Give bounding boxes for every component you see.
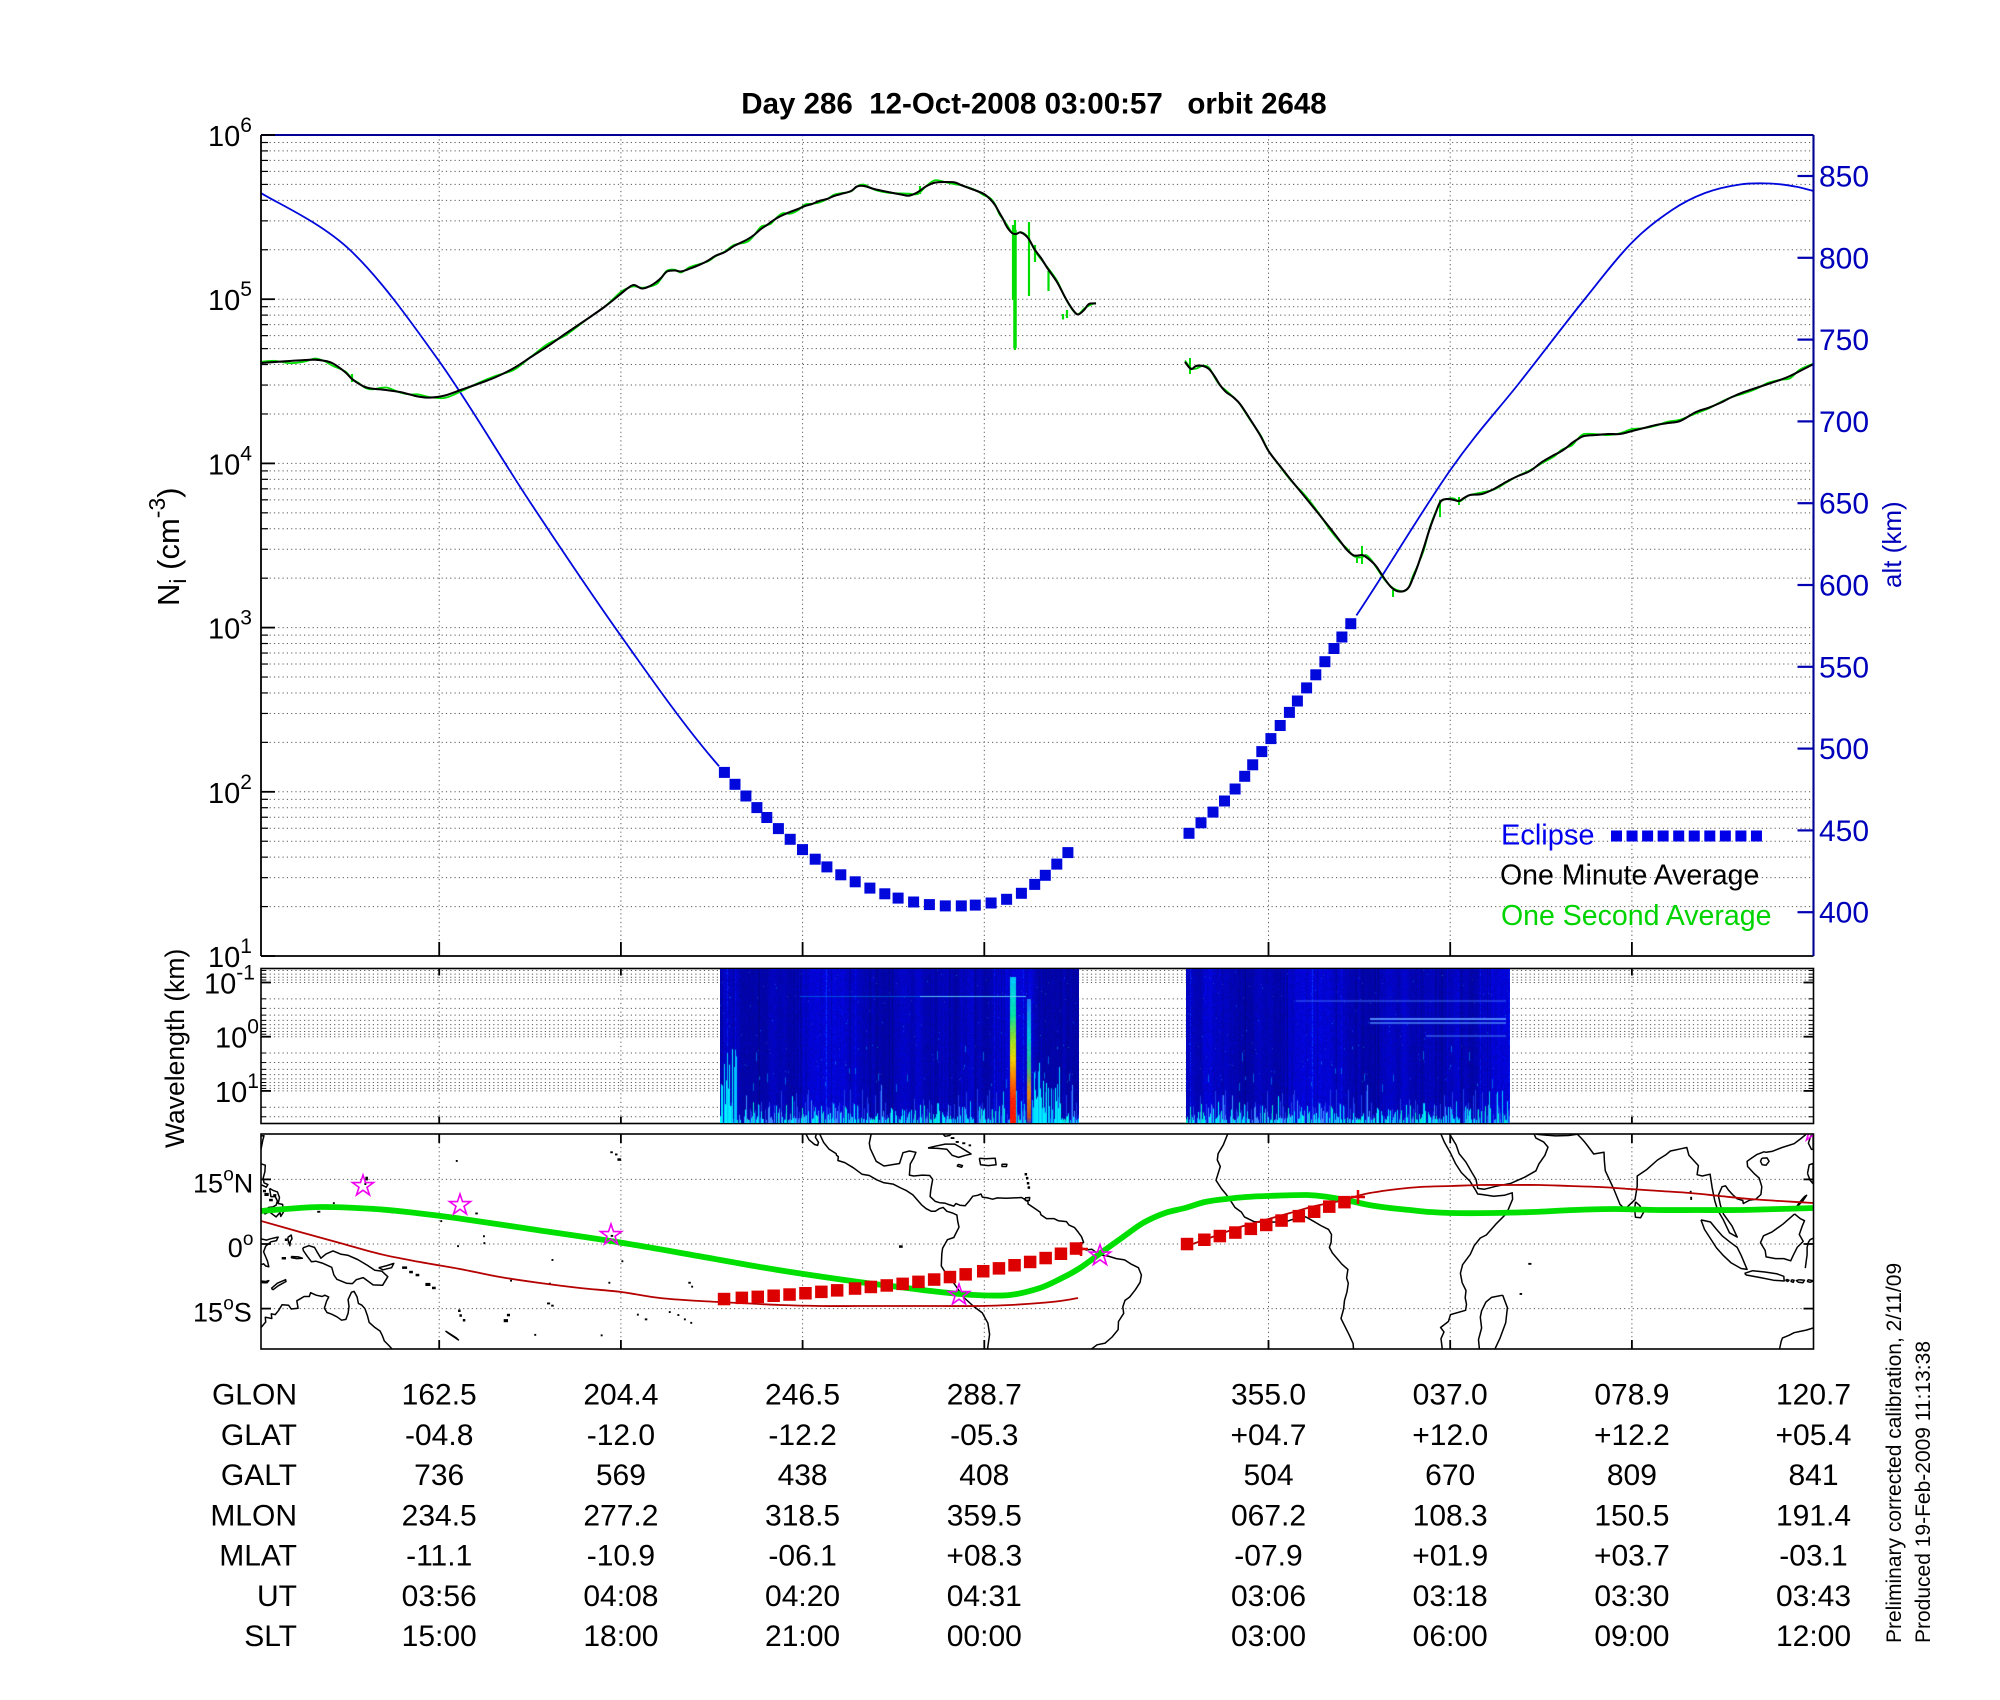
svg-text:-05.3: -05.3: [950, 1419, 1018, 1452]
svg-text:600: 600: [1819, 570, 1869, 603]
svg-text:-03.1: -03.1: [1779, 1540, 1847, 1573]
svg-text:alt (km): alt (km): [1877, 501, 1907, 588]
svg-text:06:00: 06:00: [1413, 1620, 1488, 1653]
svg-text:03:06: 03:06: [1231, 1580, 1306, 1613]
svg-text:Eclipse: Eclipse: [1501, 820, 1595, 852]
svg-text:-04.8: -04.8: [405, 1419, 473, 1452]
svg-text:102: 102: [208, 771, 252, 810]
svg-text:-10.9: -10.9: [587, 1540, 655, 1573]
svg-text:359.5: 359.5: [947, 1499, 1022, 1532]
svg-text:438: 438: [778, 1459, 828, 1492]
svg-text:850: 850: [1819, 161, 1869, 194]
svg-text:108.3: 108.3: [1413, 1499, 1488, 1532]
svg-text:101: 101: [215, 1070, 259, 1109]
svg-text:650: 650: [1819, 488, 1869, 521]
svg-text:318.5: 318.5: [765, 1499, 840, 1532]
svg-text:Ni (cm-3): Ni (cm-3): [144, 487, 191, 606]
svg-text:-07.9: -07.9: [1234, 1540, 1302, 1573]
svg-text:Produced 19-Feb-2009 11:13:38: Produced 19-Feb-2009 11:13:38: [1912, 1341, 1935, 1643]
svg-text:04:31: 04:31: [947, 1580, 1022, 1613]
svg-text:100: 100: [215, 1016, 259, 1055]
svg-text:S: S: [234, 1298, 252, 1328]
svg-text:+12.0: +12.0: [1412, 1419, 1488, 1452]
svg-text:+01.9: +01.9: [1412, 1540, 1488, 1573]
svg-text:03:56: 03:56: [402, 1580, 477, 1613]
svg-text:MLAT: MLAT: [219, 1540, 297, 1573]
svg-text:450: 450: [1819, 815, 1869, 848]
svg-text:400: 400: [1819, 897, 1869, 930]
svg-text:04:20: 04:20: [765, 1580, 840, 1613]
svg-text:408: 408: [959, 1459, 1009, 1492]
svg-text:-06.1: -06.1: [768, 1540, 836, 1573]
svg-text:09:00: 09:00: [1594, 1620, 1669, 1653]
svg-text:Preliminary corrected calibrat: Preliminary corrected calibration, 2/11/…: [1883, 1263, 1906, 1643]
svg-text:809: 809: [1607, 1459, 1657, 1492]
svg-text:246.5: 246.5: [765, 1379, 840, 1412]
svg-text:569: 569: [596, 1459, 646, 1492]
svg-text:841: 841: [1788, 1459, 1838, 1492]
svg-text:078.9: 078.9: [1594, 1379, 1669, 1412]
svg-text:15: 15: [193, 1168, 223, 1198]
svg-text:277.2: 277.2: [583, 1499, 658, 1532]
svg-text:03:00: 03:00: [1231, 1620, 1306, 1653]
svg-text:+08.3: +08.3: [946, 1540, 1022, 1573]
svg-text:067.2: 067.2: [1231, 1499, 1306, 1532]
svg-text:+05.4: +05.4: [1776, 1419, 1852, 1452]
svg-text:037.0: 037.0: [1413, 1379, 1488, 1412]
svg-text:GLON: GLON: [212, 1379, 297, 1412]
svg-text:105: 105: [208, 278, 252, 317]
svg-text:800: 800: [1819, 242, 1869, 275]
svg-text:670: 670: [1425, 1459, 1475, 1492]
svg-text:03:18: 03:18: [1413, 1580, 1488, 1613]
svg-text:Wavelength (km): Wavelength (km): [160, 949, 190, 1148]
svg-text:120.7: 120.7: [1776, 1379, 1851, 1412]
svg-text:750: 750: [1819, 324, 1869, 357]
svg-text:Day 286 12-Oct-2008 03:00:57: Day 286 12-Oct-2008 03:00:57 orbit 2648: [741, 88, 1326, 121]
svg-text:SLT: SLT: [244, 1620, 297, 1653]
svg-text:204.4: 204.4: [583, 1379, 658, 1412]
svg-text:355.0: 355.0: [1231, 1379, 1306, 1412]
svg-text:+04.7: +04.7: [1231, 1419, 1307, 1452]
svg-text:12:00: 12:00: [1776, 1620, 1851, 1653]
svg-text:MLON: MLON: [210, 1499, 297, 1532]
svg-text:700: 700: [1819, 406, 1869, 439]
svg-text:15:00: 15:00: [402, 1620, 477, 1653]
svg-text:162.5: 162.5: [402, 1379, 477, 1412]
svg-text:0: 0: [228, 1233, 243, 1263]
svg-text:o: o: [223, 1164, 234, 1185]
svg-text:o: o: [243, 1229, 254, 1250]
svg-text:One Second Average: One Second Average: [1501, 900, 1771, 932]
svg-text:150.5: 150.5: [1594, 1499, 1669, 1532]
svg-text:191.4: 191.4: [1776, 1499, 1851, 1532]
svg-text:+03.7: +03.7: [1594, 1540, 1670, 1573]
svg-text:One Minute Average: One Minute Average: [1500, 860, 1759, 892]
svg-text:-11.1: -11.1: [406, 1540, 472, 1573]
svg-text:-12.2: -12.2: [768, 1419, 836, 1452]
svg-text:N: N: [234, 1168, 254, 1198]
svg-text:106: 106: [208, 114, 252, 153]
svg-text:03:43: 03:43: [1776, 1580, 1851, 1613]
svg-text:15: 15: [193, 1298, 223, 1328]
svg-text:234.5: 234.5: [402, 1499, 477, 1532]
svg-text:GALT: GALT: [221, 1459, 297, 1492]
svg-text:04:08: 04:08: [583, 1580, 658, 1613]
svg-text:288.7: 288.7: [947, 1379, 1022, 1412]
svg-text:18:00: 18:00: [583, 1620, 658, 1653]
svg-text:-12.0: -12.0: [587, 1419, 655, 1452]
svg-text:03:30: 03:30: [1594, 1580, 1669, 1613]
svg-text:GLAT: GLAT: [221, 1419, 297, 1452]
svg-text:103: 103: [208, 607, 252, 646]
svg-text:00:00: 00:00: [947, 1620, 1022, 1653]
svg-text:+12.2: +12.2: [1594, 1419, 1670, 1452]
svg-text:104: 104: [208, 442, 252, 481]
svg-text:o: o: [223, 1294, 234, 1315]
svg-text:21:00: 21:00: [765, 1620, 840, 1653]
svg-text:500: 500: [1819, 733, 1869, 766]
svg-text:736: 736: [414, 1459, 464, 1492]
svg-text:550: 550: [1819, 651, 1869, 684]
svg-text:UT: UT: [257, 1580, 297, 1613]
svg-text:504: 504: [1243, 1459, 1293, 1492]
